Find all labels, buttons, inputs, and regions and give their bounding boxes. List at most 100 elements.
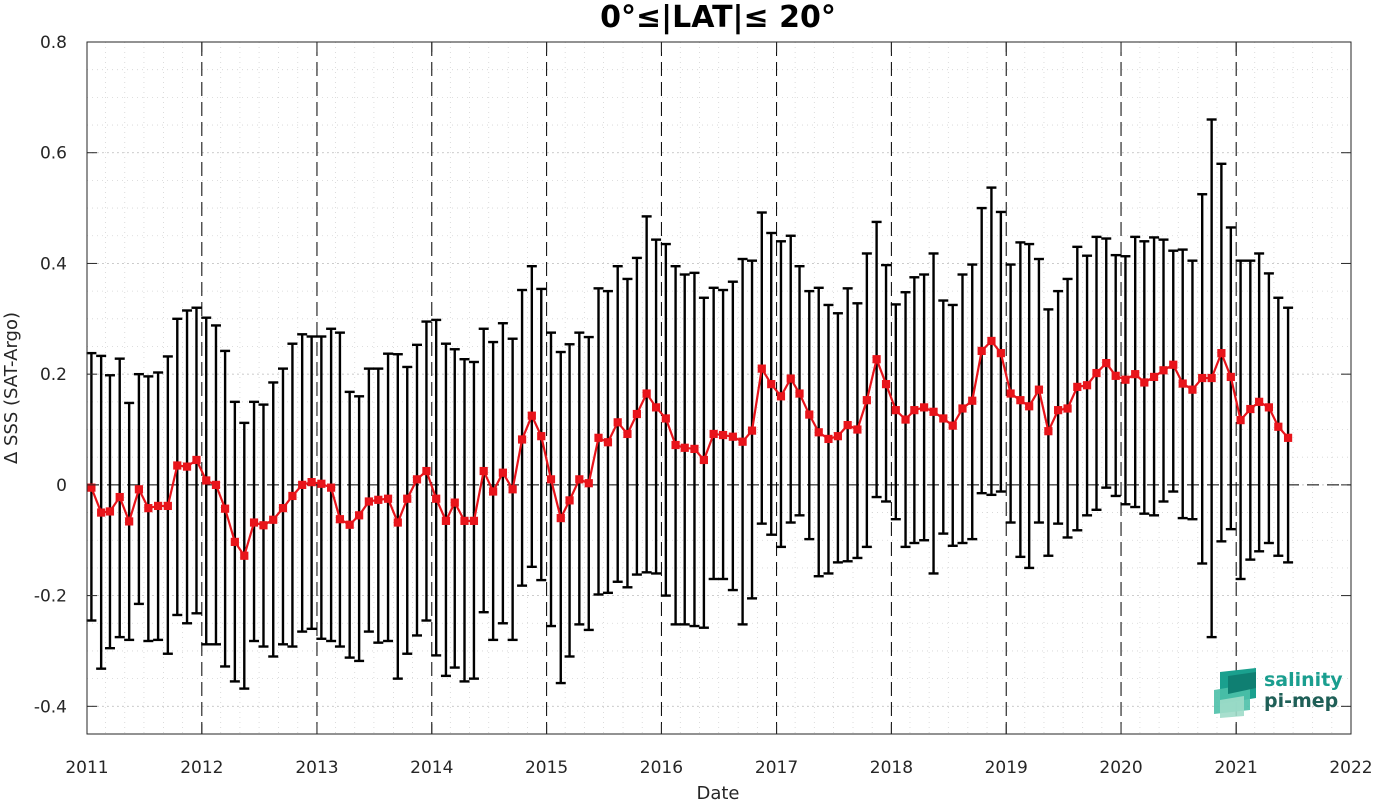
data-point — [661, 414, 670, 423]
x-axis-label: Date — [696, 783, 739, 801]
logo-line2: pi-mep — [1264, 690, 1338, 712]
data-point — [230, 537, 239, 547]
data-point — [795, 389, 804, 398]
data-point — [432, 494, 441, 503]
data-point — [1102, 358, 1111, 368]
plot-frame — [86, 41, 1352, 735]
x-tick-label: 2013 — [295, 758, 338, 778]
y-tick-label: 0 — [56, 476, 67, 496]
data-point — [259, 521, 268, 530]
x-tick-label: 2012 — [180, 758, 223, 778]
data-point — [1063, 404, 1072, 413]
data-point — [1073, 382, 1082, 391]
data-point — [173, 461, 182, 470]
y-tick-label: -0.2 — [34, 587, 67, 607]
data-point — [364, 497, 373, 506]
data-point — [125, 517, 134, 526]
data-point — [546, 475, 556, 484]
data-point — [87, 483, 96, 492]
data-point — [1283, 433, 1293, 442]
data-point — [968, 396, 977, 405]
data-point — [910, 406, 919, 415]
data-point — [335, 515, 345, 524]
data-point — [901, 415, 910, 424]
data-point — [1207, 373, 1216, 383]
data-point — [97, 508, 106, 517]
data-point — [1025, 402, 1034, 411]
data-point — [680, 443, 689, 452]
data-point — [690, 444, 699, 453]
y-tick-label: 0.6 — [40, 144, 67, 164]
data-point — [699, 455, 708, 465]
data-point — [374, 495, 383, 504]
data-point — [948, 421, 957, 430]
error-bar — [440, 342, 451, 678]
data-point — [249, 518, 259, 527]
data-point — [1044, 427, 1053, 436]
data-point — [987, 336, 996, 346]
data-point — [441, 516, 451, 525]
x-tick-label: 2017 — [755, 758, 798, 778]
data-point — [776, 392, 786, 401]
data-point — [383, 494, 393, 503]
data-point — [1082, 381, 1092, 390]
data-point — [1006, 389, 1015, 398]
data-point — [422, 466, 431, 476]
error-bar — [431, 318, 442, 657]
error-bar — [1168, 249, 1179, 493]
data-point — [1034, 385, 1044, 394]
logo-line1: salinity — [1264, 669, 1343, 691]
x-tick-label: 2020 — [1099, 758, 1142, 778]
data-point — [920, 403, 929, 412]
data-point — [537, 432, 546, 441]
x-tick-label: 2021 — [1215, 758, 1258, 778]
data-point — [1149, 372, 1159, 382]
data-point — [958, 404, 967, 413]
chart-title: 0°≤|LAT|≤ 20° — [600, 0, 836, 35]
x-tick-label: 2011 — [65, 758, 108, 778]
x-tick-label: 2014 — [410, 758, 453, 778]
data-point — [642, 389, 651, 398]
data-point — [1169, 360, 1178, 369]
data-point — [565, 496, 574, 505]
data-point — [1140, 378, 1149, 387]
data-point — [278, 504, 288, 513]
y-tick-label: 0.2 — [40, 365, 67, 385]
error-bar — [373, 367, 384, 644]
data-point — [584, 479, 593, 488]
data-point — [671, 440, 680, 450]
data-point — [977, 346, 986, 356]
data-point — [757, 364, 766, 373]
data-point — [556, 513, 565, 523]
data-point — [814, 428, 823, 437]
data-point — [134, 485, 144, 494]
data-point — [728, 432, 737, 441]
data-point — [881, 380, 891, 389]
x-tick-label: 2018 — [870, 758, 913, 778]
error-bar — [402, 365, 413, 655]
data-point — [1226, 372, 1235, 382]
data-point — [738, 437, 747, 446]
data-point — [211, 480, 221, 489]
data-point — [1092, 368, 1101, 378]
data-point — [623, 429, 632, 439]
data-point — [575, 475, 584, 484]
salinity-pi-mep-logo: salinity pi-mep — [1214, 668, 1343, 718]
data-point — [613, 418, 622, 427]
data-point — [1054, 406, 1063, 415]
data-point — [709, 429, 718, 439]
data-point — [288, 491, 297, 501]
data-point — [853, 425, 862, 434]
error-bar — [354, 395, 365, 663]
data-point — [939, 414, 948, 423]
x-tick-label: 2022 — [1329, 758, 1372, 778]
data-point — [182, 462, 192, 471]
y-tick-label: -0.4 — [34, 697, 67, 717]
data-point — [603, 438, 613, 447]
data-point — [508, 485, 517, 494]
data-point — [1264, 403, 1273, 412]
data-point — [1198, 373, 1207, 383]
x-tick-label: 2019 — [985, 758, 1028, 778]
data-point — [403, 494, 412, 503]
data-point — [786, 374, 795, 383]
